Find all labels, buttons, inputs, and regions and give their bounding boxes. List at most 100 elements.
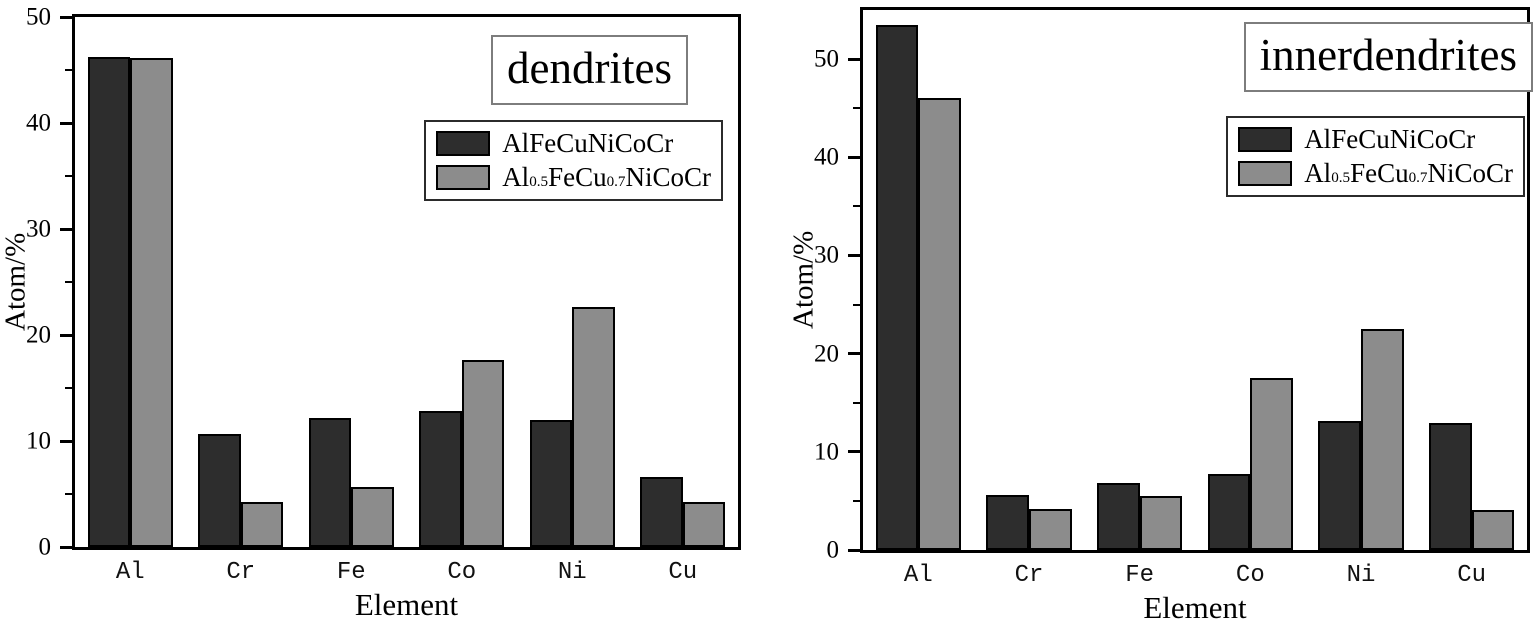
legend-label-subscript: 0.5: [529, 174, 549, 191]
legend-item-1: Al0.5FeCu0.7NiCoCr: [436, 162, 711, 193]
y-minor-tick: [853, 303, 860, 306]
y-major-tick: [60, 333, 72, 337]
y-tick-label: 40: [26, 109, 51, 137]
y-tick-label: 30: [814, 241, 839, 269]
y-tick-label: 0: [826, 536, 840, 564]
legend-label-text: Al: [502, 162, 530, 193]
bar-series0-ni: [1318, 421, 1361, 550]
bar-series0-al: [87, 57, 131, 547]
y-major-tick: [848, 253, 860, 257]
legend-label-text: FeCu: [1350, 158, 1409, 189]
x-tick-label-cr: Cr: [226, 559, 256, 586]
x-tick-label-cu: Cu: [668, 559, 698, 586]
y-minor-tick: [65, 493, 72, 495]
y-major-tick: [848, 57, 860, 61]
bar-series1-fe: [351, 486, 394, 547]
bar-series0-cr: [198, 433, 241, 547]
x-tick-label-cu: Cu: [1457, 562, 1487, 589]
y-major-tick: [60, 545, 72, 549]
y-tick-label: 20: [26, 321, 51, 349]
bar-series0-fe: [308, 417, 352, 547]
y-minor-tick: [853, 107, 860, 110]
chart-title: innerdendrites: [1243, 22, 1533, 93]
x-tick-label-fe: Fe: [336, 559, 366, 586]
legend-label: Al0.5FeCu0.7NiCoCr: [502, 162, 711, 193]
bar-series0-co: [419, 411, 462, 547]
x-tick-label-co: Co: [1235, 562, 1265, 589]
bar-series1-cu: [682, 502, 726, 547]
legend-label-text: AlFeCuNiCoCr: [1304, 124, 1476, 154]
x-tick-label-al: Al: [903, 562, 933, 589]
bar-series0-ni: [529, 419, 573, 547]
legend-label-text: Al: [1304, 158, 1332, 189]
y-tick-label: 0: [38, 533, 52, 561]
y-major-tick: [848, 548, 860, 552]
bar-series1-ni: [1361, 329, 1404, 550]
y-tick-label: 50: [26, 3, 51, 31]
legend-swatch: [436, 131, 491, 157]
y-minor-tick: [65, 387, 72, 389]
x-tick-label-ni: Ni: [557, 559, 587, 586]
x-tick-label-cr: Cr: [1014, 562, 1044, 589]
chart-panel-dendrites: Atom/% 0 10 20 30 40 50 dendrites AlFeCuNiCoC…: [0, 5, 741, 620]
x-tick-label-al: Al: [115, 559, 145, 586]
y-minor-tick: [853, 205, 860, 208]
legend-label-subscript: 0.7: [1408, 170, 1428, 187]
legend-label-text: FeCu: [548, 162, 607, 193]
legend-label-text: NiCoCr: [1427, 158, 1513, 189]
y-tick-label: 10: [26, 427, 51, 455]
x-tick-label-co: Co: [447, 559, 477, 586]
legend-label-text: NiCoCr: [625, 162, 711, 193]
chart-panel-innerdendrites: Atom/% 0 10 20 30 40 50 innerdendrites AlFeCu…: [788, 7, 1533, 623]
bar-series0-fe: [1097, 483, 1140, 550]
legend-label: AlFeCuNiCoCr: [1304, 124, 1475, 155]
bar-series0-al: [875, 24, 919, 550]
y-tick-label: 10: [814, 438, 839, 466]
x-axis-title: Element: [1143, 590, 1247, 624]
legend-label-subscript: 0.5: [1331, 170, 1351, 187]
legend-label: Al0.5FeCu0.7NiCoCr: [1304, 158, 1513, 189]
y-minor-tick: [65, 175, 72, 177]
bar-series1-co: [1250, 378, 1293, 550]
bar-series0-cr: [986, 495, 1029, 550]
legend: AlFeCuNiCoCr Al0.5FeCu0.7NiCoCr: [424, 120, 723, 202]
legend-swatch: [1238, 161, 1293, 187]
legend-label-subscript: 0.7: [606, 174, 626, 191]
y-minor-tick: [853, 499, 860, 502]
chart-title: dendrites: [491, 35, 688, 106]
legend: AlFeCuNiCoCr Al0.5FeCu0.7NiCoCr: [1226, 116, 1525, 198]
y-minor-tick: [65, 69, 72, 71]
legend-item-0: AlFeCuNiCoCr: [436, 128, 711, 159]
y-minor-tick: [853, 401, 860, 404]
x-axis-title: Element: [354, 587, 459, 622]
bar-series1-al: [130, 58, 173, 547]
bar-series0-cu: [640, 477, 683, 547]
bar-series1-al: [918, 98, 961, 550]
bar-series1-cu: [1471, 509, 1515, 550]
x-tick-label-ni: Ni: [1346, 562, 1376, 589]
bar-series1-cr: [240, 502, 284, 547]
y-major-tick: [848, 352, 860, 356]
legend-swatch: [436, 165, 491, 191]
y-tick-label: 20: [814, 340, 839, 368]
bar-series1-ni: [572, 307, 615, 547]
bar-series1-co: [461, 360, 505, 547]
y-tick-label: 30: [26, 215, 51, 243]
legend-label: AlFeCuNiCoCr: [502, 128, 673, 159]
x-tick-label-fe: Fe: [1125, 562, 1155, 589]
y-tick-label: 40: [814, 143, 839, 171]
y-major-tick: [60, 121, 72, 125]
legend-swatch: [1238, 127, 1293, 153]
y-major-tick: [60, 227, 72, 231]
y-axis-title: Atom/%: [0, 232, 32, 332]
y-major-tick: [848, 155, 860, 159]
bar-series0-cu: [1429, 423, 1472, 550]
y-major-tick: [60, 15, 72, 19]
legend-item-1: Al0.5FeCu0.7NiCoCr: [1238, 158, 1513, 189]
plot-area: 0 10 20 30 40 50: [814, 10, 1527, 563]
legend-item-0: AlFeCuNiCoCr: [1238, 124, 1513, 155]
y-tick-label: 50: [814, 45, 839, 73]
legend-label-text: AlFeCuNiCoCr: [502, 128, 674, 158]
bar-series0-co: [1207, 474, 1251, 550]
